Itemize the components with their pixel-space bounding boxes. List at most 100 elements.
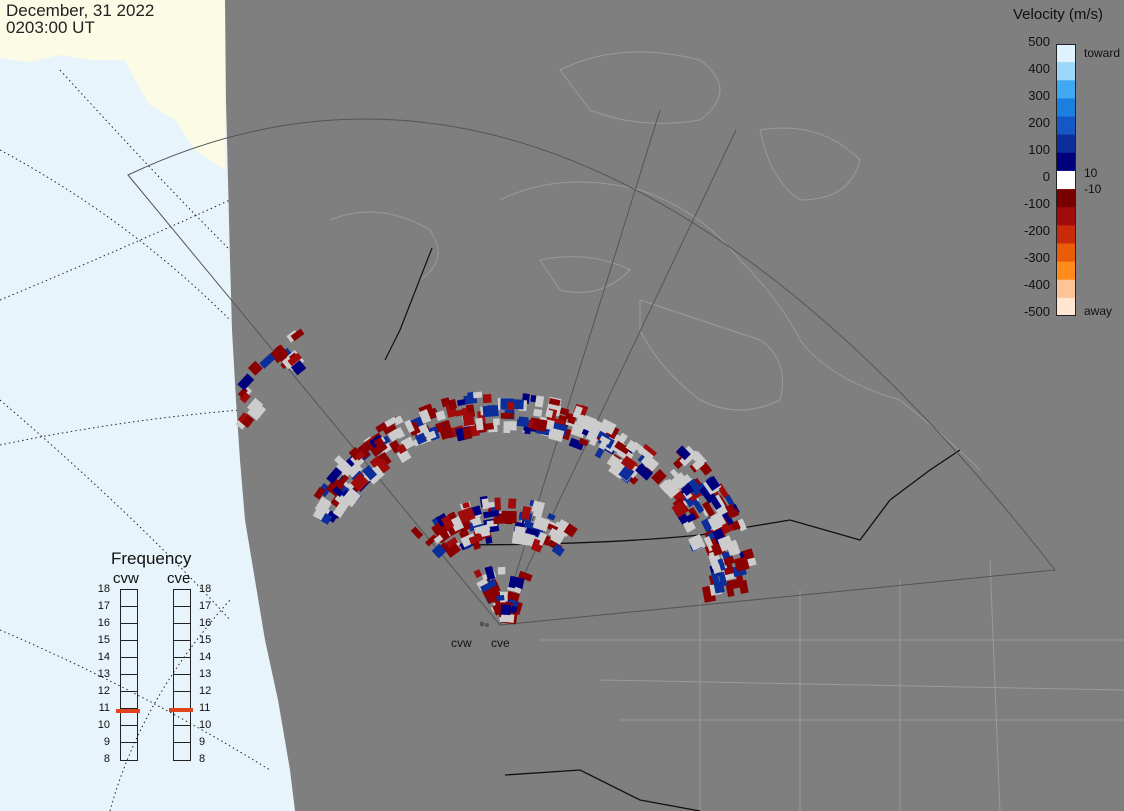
scatter-cell	[676, 445, 691, 461]
site-label-cvw: cvw	[451, 636, 472, 650]
frequency-cell	[121, 675, 137, 692]
scatter-cell	[717, 558, 726, 571]
freq-header-cvw: cvw	[113, 570, 139, 587]
scatter-cell	[691, 458, 705, 471]
scatter-cell	[545, 409, 554, 418]
freq-scale-label-left: 13	[97, 668, 110, 680]
frequency-indicator-cvw	[116, 709, 140, 714]
scatter-cell	[581, 416, 601, 434]
scatter-cell	[449, 516, 465, 532]
frequency-indicator-cve	[169, 707, 193, 712]
scatter-cell	[477, 578, 489, 587]
scatter-cell	[410, 526, 424, 540]
scatter-cell	[373, 436, 388, 453]
toward-label: toward	[1084, 46, 1121, 60]
freq-scale-label-left: 11	[98, 702, 110, 714]
colorbar-tick-label: 500	[1028, 34, 1050, 49]
frequency-cell	[121, 590, 137, 607]
scatter-cell	[617, 432, 628, 444]
scatter-cell	[443, 540, 461, 558]
scatter-cell	[736, 518, 748, 532]
scatter-cell	[518, 570, 533, 582]
scatter-cell	[467, 391, 475, 402]
scatter-cell	[606, 454, 624, 471]
frequency-cell	[174, 624, 190, 641]
scatter-cell	[381, 435, 391, 445]
scatter-cell	[712, 563, 722, 574]
colorbar-step	[1056, 243, 1076, 263]
scatter-cell	[599, 435, 611, 445]
freq-scale-label-right: 18	[199, 583, 212, 595]
scatter-cell	[259, 353, 276, 369]
colorbar-step	[1056, 170, 1076, 190]
scatter-cell	[688, 534, 705, 551]
frequency-cell	[174, 590, 190, 607]
freq-scale-label-left: 8	[103, 753, 110, 765]
scatter-cell	[341, 487, 361, 508]
frequency-gauge-cve	[173, 589, 191, 761]
scatter-cell	[651, 468, 667, 485]
freq-scale-label-left: 17	[97, 600, 110, 612]
colorbar-step	[1056, 207, 1076, 226]
scatter-cell	[460, 533, 477, 548]
scatter-cell	[350, 472, 369, 492]
radar-site-marker	[479, 621, 489, 627]
scatter-cell	[508, 575, 525, 590]
scatter-cells	[235, 328, 757, 625]
scatter-cell	[313, 486, 326, 500]
border-line	[449, 449, 961, 546]
colorbar-tick-label: -400	[1023, 277, 1050, 292]
frequency-cell	[174, 675, 190, 692]
scatter-cell	[473, 569, 483, 579]
scatter-cell	[578, 437, 589, 447]
colorbar-tick-label: -100	[1023, 196, 1050, 211]
scatter-cell	[496, 594, 505, 602]
scatter-cell	[724, 503, 738, 519]
scatter-cell	[239, 391, 251, 404]
frequency-cell	[174, 641, 190, 658]
scatter-cell	[247, 360, 263, 376]
scatter-cell	[483, 510, 500, 519]
scatter-cell	[620, 455, 637, 471]
scatter-cell	[440, 397, 451, 408]
scatter-cell	[500, 613, 515, 623]
scatter-cell	[393, 415, 404, 426]
scatter-cell	[482, 405, 499, 418]
frequency-cell	[174, 709, 190, 726]
scatter-cell	[679, 452, 694, 467]
freq-scale-label-left: 9	[103, 736, 110, 748]
scatter-cell	[237, 373, 255, 391]
scatter-cell	[500, 604, 511, 616]
scatter-cell	[457, 506, 476, 524]
freq-scale-label-right: 16	[199, 617, 212, 629]
colorbar-step	[1056, 261, 1076, 281]
scatter-cell	[462, 426, 473, 440]
scatter-cell	[687, 507, 700, 521]
scatter-cell	[431, 543, 447, 559]
freq-scale-label-right: 11	[199, 702, 211, 714]
scatter-cell	[332, 486, 344, 498]
frequency-gauge-cvw	[120, 589, 138, 761]
scatter-cell	[514, 525, 526, 535]
scatter-cell	[457, 399, 466, 407]
frequency-cell	[121, 709, 137, 726]
scatter-cell	[660, 479, 681, 499]
colorbar-step	[1056, 44, 1076, 63]
scatter-cell	[475, 417, 484, 431]
scatter-cell	[473, 524, 491, 535]
colorbar-tick-label: 200	[1028, 115, 1050, 130]
scatter-cell	[424, 534, 438, 547]
scatter-cell	[347, 462, 363, 478]
scatter-cell	[710, 511, 727, 529]
away-label: away	[1084, 304, 1113, 318]
scatter-cell	[462, 501, 470, 509]
scatter-cell	[511, 531, 529, 546]
scatter-cell	[713, 494, 726, 510]
colorbar-step	[1056, 80, 1076, 99]
scatter-cell	[614, 440, 631, 455]
freq-scale-label-left: 14	[97, 651, 110, 663]
scatter-cell	[382, 423, 397, 435]
scatter-cell	[533, 408, 543, 417]
scatter-cell	[710, 571, 721, 588]
